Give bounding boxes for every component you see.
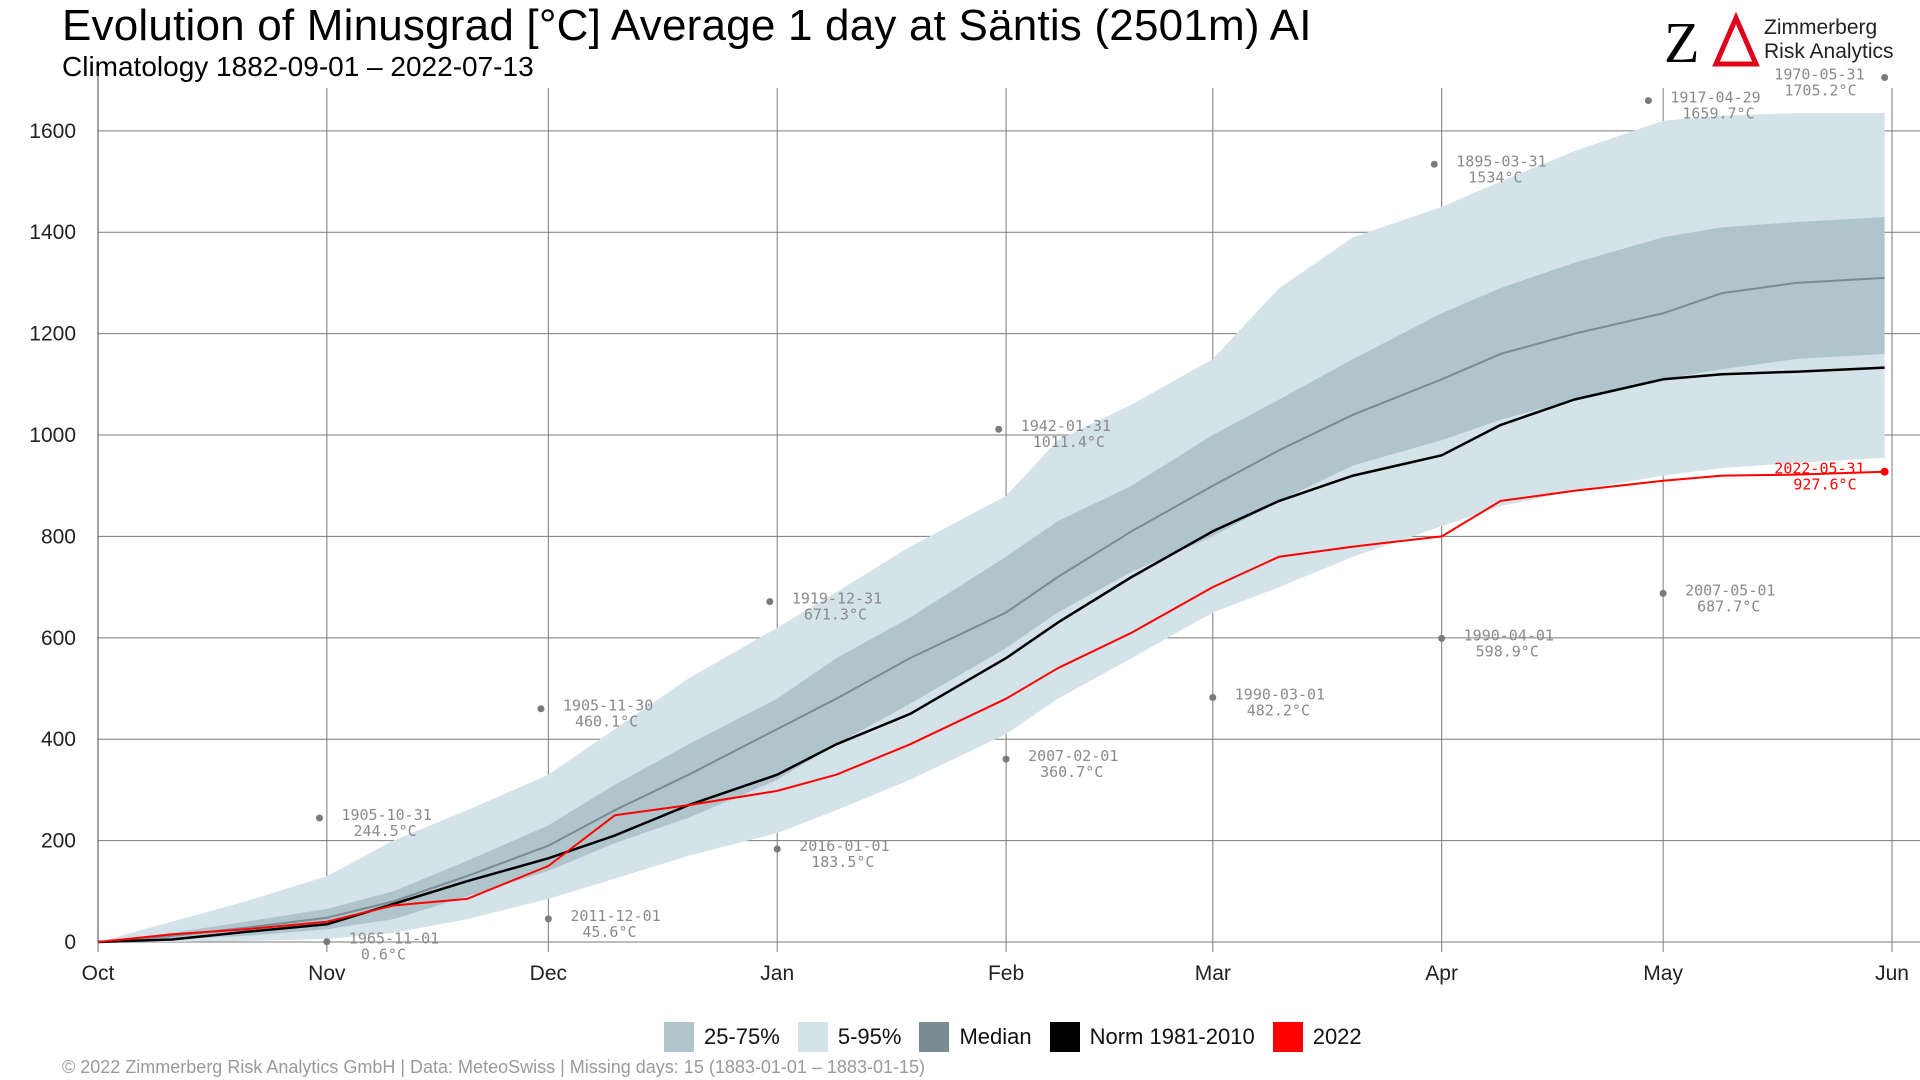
legend-swatch	[1049, 1022, 1080, 1052]
annotation-point	[1209, 694, 1217, 702]
annotation-point	[537, 705, 545, 713]
percentile-bands	[98, 113, 1885, 943]
annotation-date: 2007-02-01	[1028, 747, 1118, 765]
y-tick-label: 800	[41, 525, 76, 548]
annotation-value: 927.6°C	[1793, 476, 1856, 494]
series-line-median	[97, 276, 1885, 943]
annotation-point	[995, 425, 1003, 433]
annotation-value: 687.7°C	[1697, 597, 1760, 615]
series-line-2022	[97, 470, 1885, 943]
x-tick-label: Apr	[1425, 962, 1458, 985]
annotation-value: 1534°C	[1468, 168, 1522, 186]
annotation-point	[544, 915, 552, 923]
annotation-point	[1430, 160, 1438, 168]
x-tick-label: Jun	[1875, 962, 1909, 985]
y-tick-label: 1000	[29, 424, 76, 447]
annotation-point	[1881, 74, 1889, 82]
annotation-point	[773, 845, 781, 853]
legend-label: Norm 1981-2010	[1089, 1024, 1255, 1049]
annotation-date: 2007-05-01	[1685, 581, 1775, 599]
annotation-date: 1970-05-31	[1774, 66, 1864, 84]
x-tick-label: Oct	[82, 962, 115, 985]
legend-label: 5-95%	[837, 1024, 902, 1049]
logo-line-2: Risk Analytics	[1764, 40, 1894, 63]
annotation-point	[766, 598, 774, 606]
chart-subtitle: Climatology 1882-09-01 – 2022-07-13	[62, 51, 534, 82]
annotation-date: 1905-11-30	[563, 697, 653, 715]
legend-swatch	[664, 1022, 694, 1052]
series-lines	[97, 276, 1885, 944]
legend-label: Median	[959, 1024, 1032, 1049]
y-tick-label: 0	[64, 931, 76, 954]
band-25-75	[98, 217, 1885, 942]
annotation-date: 1919-12-31	[792, 590, 882, 608]
legend-item: 5-95%	[797, 1022, 902, 1052]
legend-item: 25-75%	[664, 1022, 780, 1052]
za-logo-icon: Z	[1664, 12, 1760, 70]
annotation-value: 45.6°C	[582, 923, 636, 941]
company-logo: Z Zimmerberg Risk Analytics	[1664, 12, 1904, 70]
annotation-date: 2022-05-31	[1774, 460, 1864, 478]
annotation-date: 1942-01-31	[1021, 417, 1111, 435]
x-tick-label: Mar	[1195, 962, 1231, 985]
annotation-value: 1705.2°C	[1784, 82, 1856, 100]
annotation-value: 460.1°C	[575, 713, 638, 731]
legend-swatch	[797, 1022, 828, 1052]
legend-swatch	[919, 1022, 950, 1052]
annotation-value: 482.2°C	[1247, 702, 1310, 720]
axes: 0 200 400 600 800 1000 1200 1400 1600 Oct Nov Dec Ja…	[29, 70, 1909, 985]
x-tick-label: May	[1643, 962, 1683, 985]
annotation-point	[1002, 755, 1010, 763]
annotation-date: 1990-03-01	[1235, 686, 1325, 704]
annotation-point	[1438, 634, 1446, 642]
legend-item: 2022	[1272, 1022, 1362, 1052]
legend-swatch	[1272, 1022, 1303, 1052]
chart-title: Evolution of Minusgrad [°C] Average 1 da…	[62, 1, 1312, 50]
logo-line-1: Zimmerberg	[1764, 16, 1878, 39]
annotation-date: 1990-04-01	[1464, 626, 1554, 644]
annotation-point	[1659, 589, 1667, 597]
annotation-value: 183.5°C	[811, 853, 874, 871]
legend-item: Norm 1981-2010	[1049, 1022, 1255, 1052]
series-line-norm-1981-2010	[97, 366, 1885, 944]
annotation-date: 2016-01-01	[799, 837, 889, 855]
x-tick-label: Feb	[988, 962, 1024, 985]
annotation-point	[315, 814, 323, 822]
annotation-point	[1644, 97, 1652, 105]
annotation-date: 1895-03-31	[1456, 152, 1546, 170]
x-tick-label: Jan	[760, 962, 794, 985]
legend: 25-75% 5-95% Median Norm 1981-2010 2022	[664, 1020, 1380, 1054]
y-tick-label: 400	[41, 728, 76, 751]
annotation-value: 598.9°C	[1476, 642, 1539, 660]
y-tick-label: 1600	[29, 120, 76, 143]
svg-text:Z: Z	[1664, 12, 1699, 70]
x-tick-label: Nov	[308, 962, 346, 985]
annotation-value: 360.7°C	[1040, 763, 1103, 781]
annotation-date: 1905-10-31	[341, 806, 431, 824]
annotation-value: 671.3°C	[804, 606, 867, 624]
annotation-date: 1965-11-01	[349, 930, 439, 948]
legend-label: 2022	[1312, 1024, 1362, 1049]
annotation-value: 244.5°C	[353, 822, 416, 840]
legend-label: 25-75%	[704, 1024, 780, 1049]
annotation-value: 0.6°C	[361, 946, 406, 964]
footer-credit: © 2022 Zimmerberg Risk Analytics GmbH | …	[62, 1057, 925, 1077]
annotation-value: 1011.4°C	[1033, 433, 1105, 451]
annotation-point	[323, 938, 331, 946]
y-tick-label: 200	[41, 830, 76, 853]
annotation-date: 1917-04-29	[1670, 89, 1760, 107]
y-tick-label: 600	[41, 627, 76, 650]
logo-text: Zimmerberg Risk Analytics	[1764, 16, 1894, 64]
annotation-point	[1880, 467, 1889, 476]
legend-item: Median	[919, 1022, 1032, 1052]
x-tick-label: Dec	[530, 962, 567, 985]
annotation-value: 1659.7°C	[1682, 105, 1754, 123]
annotation-date: 2011-12-01	[570, 907, 660, 925]
y-tick-label: 1400	[29, 221, 76, 244]
y-tick-label: 1200	[29, 323, 76, 346]
